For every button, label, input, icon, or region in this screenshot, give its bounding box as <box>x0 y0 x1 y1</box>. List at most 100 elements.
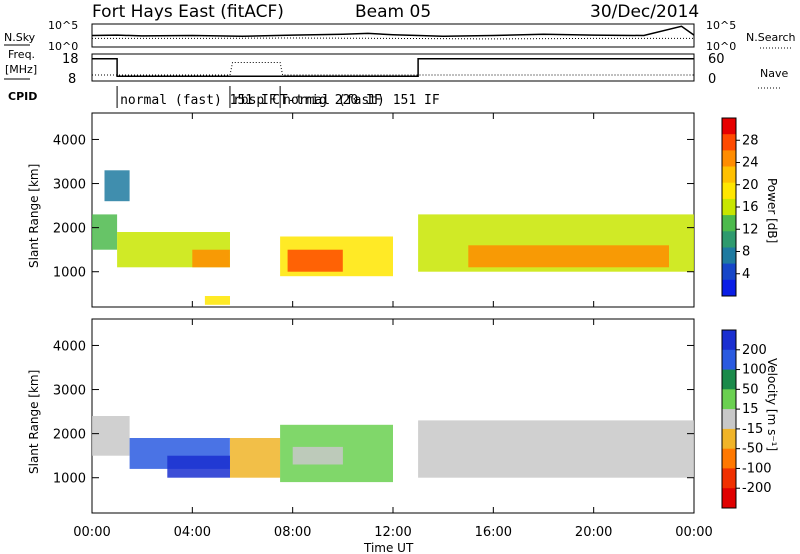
power-colorbar: 28 24 20 16 12 8 4 <box>721 117 759 297</box>
nave-tick-low: 0 <box>708 72 716 87</box>
frequency-series-line <box>92 58 694 78</box>
colorbar-tick-label: -100 <box>742 461 772 476</box>
colorbar-swatch <box>722 198 736 216</box>
x-tick-label: 00:00 <box>73 525 110 540</box>
y-tick-label: 3000 <box>53 384 86 399</box>
velocity-axes: 1000 2000 3000 4000 <box>53 319 695 513</box>
power-axes: 1000 2000 3000 4000 <box>53 113 695 307</box>
heatmap-region <box>92 214 118 250</box>
x-axis-label: Time UT <box>363 541 414 554</box>
radar-title: Fort Hays East (fitACF) <box>92 2 284 22</box>
cpid-label: CPID <box>8 90 37 103</box>
y-tick-label: 1000 <box>53 472 86 487</box>
colorbar-tick-label: 8 <box>742 245 750 260</box>
colorbar-swatch <box>722 166 736 184</box>
colorbar-swatch <box>722 428 736 450</box>
heatmap-region <box>167 455 230 478</box>
cpid-segment-label: rbsp CT-trig 220 IF <box>233 93 382 108</box>
colorbar-swatch <box>722 389 736 410</box>
power-heatmap-data <box>92 170 694 305</box>
x-tick-labels: 00:00 04:00 08:00 12:00 16:00 20:00 00:00 <box>73 525 712 540</box>
nave-series-line <box>92 62 694 76</box>
colorbar-tick-label: 24 <box>742 156 759 171</box>
colorbar-swatch <box>722 182 736 200</box>
colorbar-swatch <box>722 409 736 430</box>
colorbar-tick-label: 20 <box>742 178 759 193</box>
power-panel: 1000 2000 3000 4000 Slant Range [km] <box>27 112 695 308</box>
x-tick-label: 00:00 <box>675 525 712 540</box>
colorbar-tick-label: -15 <box>742 422 763 437</box>
colorbar-tick-label: 50 <box>742 382 759 397</box>
heatmap-region <box>92 416 130 456</box>
x-tick-label: 12:00 <box>374 525 411 540</box>
colorbar-swatch <box>722 448 736 469</box>
noise-tick-low-right: 10^0 <box>706 40 736 53</box>
freq-tick-low: 8 <box>68 72 76 87</box>
velocity-y-axis-label: Slant Range [km] <box>27 370 41 474</box>
beam-label: Beam 05 <box>355 2 431 22</box>
velocity-colorbar-label: Velocity [m s⁻¹] <box>765 358 779 451</box>
colorbar-swatch <box>722 468 736 489</box>
x-tick-label: 16:00 <box>475 525 512 540</box>
power-colorbar-label: Power [dB] <box>765 178 779 243</box>
heatmap-region <box>204 296 230 305</box>
freq-label-1: Freq. <box>8 48 35 61</box>
heatmap-region <box>468 245 669 268</box>
colorbar-tick-label: 16 <box>742 200 759 215</box>
y-tick-label: 4000 <box>53 339 86 354</box>
colorbar-swatch <box>722 134 736 151</box>
date-label: 30/Dec/2014 <box>590 2 699 22</box>
power-y-axis-label: Slant Range [km] <box>27 164 41 268</box>
colorbar-swatch <box>722 118 736 135</box>
nave-tick-high: 60 <box>708 52 725 67</box>
y-tick-label: 2000 <box>53 222 86 237</box>
freq-tick-high: 18 <box>62 52 79 67</box>
velocity-heatmap-data <box>92 416 694 483</box>
nave-label: Nave <box>760 67 788 80</box>
heatmap-region <box>104 170 130 202</box>
colorbar-tick-label: 28 <box>742 133 759 148</box>
colorbar-tick-label: 200 <box>742 343 767 358</box>
colorbar-swatch <box>722 247 736 265</box>
heatmap-region <box>230 438 281 478</box>
colorbar-frame <box>721 329 737 509</box>
x-tick-label: 04:00 <box>174 525 211 540</box>
freq-label-2: [MHz] <box>5 63 37 76</box>
colorbar-tick-label: 4 <box>742 267 750 282</box>
y-tick-label: 4000 <box>53 133 86 148</box>
noise-tick-high-right: 10^5 <box>706 19 736 32</box>
noise-panel: N.Sky 10^5 10^0 10^5 10^0 N.Search <box>4 19 796 53</box>
colorbar-tick-label: 100 <box>742 363 767 378</box>
y-tick-label: 1000 <box>53 266 86 281</box>
velocity-colorbar: 200 100 50 15 -15 -50 -100 -200 <box>721 329 772 509</box>
colorbar-swatch <box>722 150 736 168</box>
colorbar-swatch <box>722 349 736 371</box>
colorbar-swatch <box>722 263 736 281</box>
heatmap-region <box>192 249 230 268</box>
heatmap-region <box>292 446 343 465</box>
colorbar-tick-label: 12 <box>742 222 759 237</box>
x-tick-label: 20:00 <box>575 525 612 540</box>
cpid-segment-label: normal (fast) 151 IF <box>283 93 440 108</box>
colorbar-swatch <box>722 488 736 509</box>
heatmap-region <box>287 249 343 272</box>
colorbar-tick-label: 15 <box>742 402 759 417</box>
colorbar-swatch <box>722 231 736 248</box>
nsearch-series-line <box>92 37 694 40</box>
y-tick-label: 3000 <box>53 178 86 193</box>
noise-tick-low: 10^0 <box>48 40 78 53</box>
nsky-series-line <box>91 25 695 38</box>
noise-tick-high: 10^5 <box>48 19 78 32</box>
nsky-label: N.Sky <box>4 31 36 44</box>
colorbar-swatch <box>722 330 736 351</box>
x-tick-label: 08:00 <box>274 525 311 540</box>
colorbar-swatch <box>722 279 736 297</box>
colorbar-swatch <box>722 215 736 232</box>
colorbar-swatch <box>722 369 736 390</box>
y-tick-label: 2000 <box>53 428 86 443</box>
cpid-segment-label: normal (fast) 151 IF <box>120 93 277 108</box>
velocity-panel: 1000 2000 3000 4000 Slant Range [km] <box>27 318 695 514</box>
